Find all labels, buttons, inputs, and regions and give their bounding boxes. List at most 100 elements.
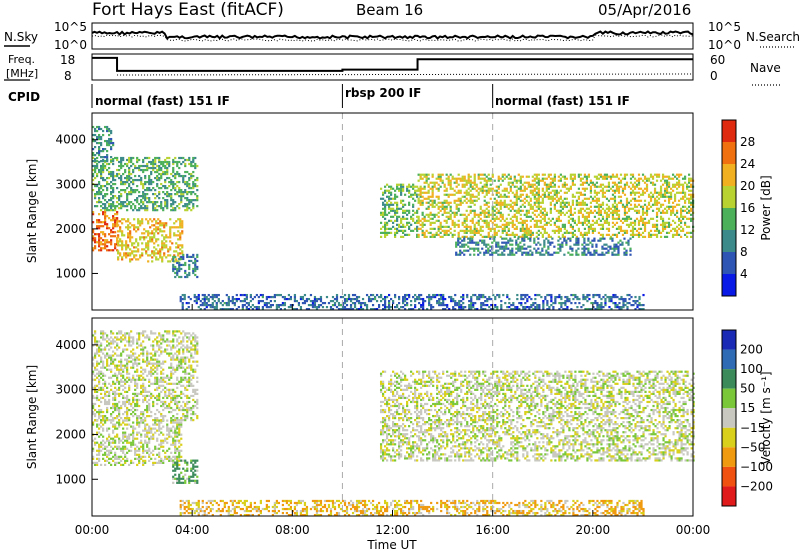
power-cell bbox=[375, 299, 379, 303]
power-cell bbox=[525, 187, 528, 190]
power-cell bbox=[581, 247, 584, 250]
velocity-cell bbox=[136, 449, 139, 452]
power-cell bbox=[577, 227, 581, 230]
power-cell bbox=[505, 241, 508, 244]
power-cell bbox=[537, 181, 540, 184]
power-cell bbox=[633, 209, 637, 212]
power-cell bbox=[473, 253, 476, 256]
power-cell bbox=[513, 233, 516, 236]
power-cell bbox=[144, 180, 147, 184]
power-cell bbox=[492, 307, 495, 311]
power-cell bbox=[447, 179, 450, 182]
power-cell bbox=[541, 211, 544, 214]
power-cell bbox=[608, 299, 611, 303]
power-cell bbox=[495, 201, 498, 204]
power-cell bbox=[601, 193, 605, 196]
power-cell bbox=[551, 217, 554, 220]
power-cell bbox=[537, 207, 540, 210]
power-cell bbox=[518, 307, 521, 311]
velocity-cell bbox=[136, 421, 139, 424]
power-cell bbox=[503, 199, 506, 202]
power-cell bbox=[491, 207, 494, 210]
power-cell bbox=[507, 173, 510, 176]
power-cell bbox=[639, 193, 643, 196]
power-cell bbox=[623, 185, 627, 188]
power-cell bbox=[155, 248, 158, 251]
power-cell bbox=[435, 195, 438, 198]
power-cell bbox=[455, 191, 458, 194]
power-cell bbox=[535, 201, 538, 204]
power-cell bbox=[605, 185, 609, 188]
power-cell bbox=[443, 229, 446, 232]
power-cell bbox=[129, 236, 132, 239]
power-cell bbox=[633, 227, 637, 230]
power-cell bbox=[110, 235, 113, 238]
power-cell bbox=[557, 211, 560, 214]
power-cell bbox=[663, 221, 667, 224]
power-cell bbox=[138, 178, 141, 182]
power-cell bbox=[156, 209, 159, 212]
power-cell bbox=[297, 301, 301, 305]
power-cell bbox=[194, 263, 197, 267]
power-cell bbox=[139, 224, 142, 227]
power-cell bbox=[523, 187, 526, 190]
power-cell bbox=[689, 209, 693, 212]
power-cell bbox=[525, 175, 528, 178]
velocity-cell bbox=[104, 421, 107, 424]
power-cell bbox=[427, 189, 430, 192]
power-cell bbox=[575, 251, 578, 254]
power-cell bbox=[637, 211, 641, 214]
power-cell bbox=[428, 301, 431, 305]
power-cell bbox=[179, 232, 182, 235]
power-cell bbox=[182, 195, 185, 198]
power-cell bbox=[511, 247, 514, 250]
power-cell bbox=[429, 217, 432, 220]
power-cell bbox=[431, 205, 434, 208]
velocity-cell bbox=[114, 425, 117, 428]
power-cell bbox=[453, 223, 456, 226]
power-cell bbox=[432, 293, 435, 297]
power-cell bbox=[589, 211, 593, 214]
power-cell bbox=[497, 185, 500, 188]
power-cell bbox=[647, 177, 651, 180]
power-cell bbox=[669, 209, 673, 212]
power-cell bbox=[151, 260, 154, 263]
power-cell bbox=[389, 187, 393, 190]
power-cell bbox=[606, 295, 609, 299]
power-cell bbox=[467, 225, 470, 228]
power-cell bbox=[529, 239, 532, 242]
power-cell bbox=[383, 217, 387, 220]
power-cell bbox=[463, 195, 466, 198]
power-cell bbox=[537, 229, 540, 232]
power-cell bbox=[469, 237, 472, 240]
power-cell bbox=[421, 211, 424, 214]
power-cell bbox=[591, 239, 594, 242]
power-cell bbox=[117, 250, 120, 253]
power-cell bbox=[441, 225, 444, 228]
power-cell bbox=[659, 191, 663, 194]
power-cell bbox=[461, 213, 464, 216]
power-cell bbox=[156, 168, 159, 172]
velocity-cell bbox=[156, 429, 159, 432]
power-cell bbox=[570, 307, 573, 311]
power-cell bbox=[184, 158, 187, 162]
power-cell bbox=[598, 293, 601, 297]
power-cell bbox=[141, 252, 144, 255]
power-cell bbox=[522, 293, 525, 297]
power-cell bbox=[500, 299, 503, 303]
velocity-cell bbox=[150, 457, 153, 460]
power-cell bbox=[311, 299, 315, 303]
power-cell bbox=[635, 185, 639, 188]
power-cell bbox=[122, 203, 125, 206]
power-cell bbox=[562, 301, 565, 305]
power-cell bbox=[653, 183, 657, 186]
power-cell bbox=[469, 183, 472, 186]
power-cell bbox=[110, 241, 113, 244]
power-cell bbox=[545, 231, 548, 234]
power-cell bbox=[604, 297, 607, 301]
power-cell bbox=[501, 179, 504, 182]
power-cell bbox=[459, 237, 462, 240]
power-cell bbox=[396, 201, 399, 204]
power-cell bbox=[429, 223, 432, 226]
power-cell bbox=[100, 193, 103, 196]
